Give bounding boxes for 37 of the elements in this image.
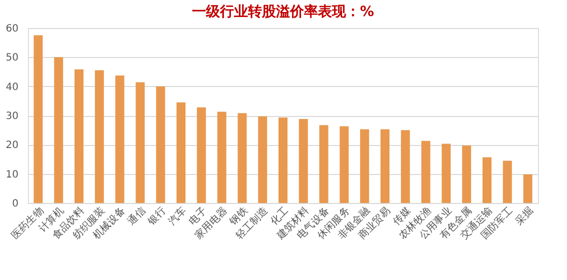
x-tick-label: 银行 <box>146 206 168 228</box>
bar <box>94 70 104 203</box>
bar <box>176 102 186 203</box>
bar <box>217 112 226 203</box>
y-tick-label: 20 <box>6 140 18 152</box>
bar <box>523 174 532 203</box>
bar <box>238 113 247 203</box>
bar <box>400 130 410 203</box>
bar <box>196 107 206 203</box>
y-tick-label: 50 <box>6 52 18 64</box>
bar <box>360 129 370 203</box>
bar <box>136 82 145 203</box>
bar <box>421 140 430 203</box>
bar <box>258 116 268 203</box>
bar <box>502 160 512 203</box>
y-tick-label: 0 <box>12 198 18 210</box>
y-tick-label: 30 <box>6 111 18 122</box>
bar <box>298 119 308 203</box>
y-tick-label: 10 <box>6 169 18 180</box>
bar <box>115 76 124 203</box>
bar <box>462 146 472 203</box>
bar <box>482 157 492 203</box>
x-tick-label: 采掘 <box>512 204 536 228</box>
bar <box>340 126 349 203</box>
bar <box>278 118 288 203</box>
chart-title: 一级行业转股溢价率表现：% <box>192 3 374 20</box>
bar <box>156 86 166 203</box>
bar <box>74 69 84 203</box>
bar <box>34 35 43 203</box>
x-tick-label: 通信 <box>125 204 148 228</box>
y-tick-label: 40 <box>6 82 18 93</box>
bar <box>319 125 328 203</box>
y-tick-label: 60 <box>6 24 18 34</box>
bar <box>54 57 64 203</box>
bar <box>442 144 451 203</box>
x-tick-label: 汽车 <box>166 204 189 228</box>
bar <box>380 129 390 203</box>
